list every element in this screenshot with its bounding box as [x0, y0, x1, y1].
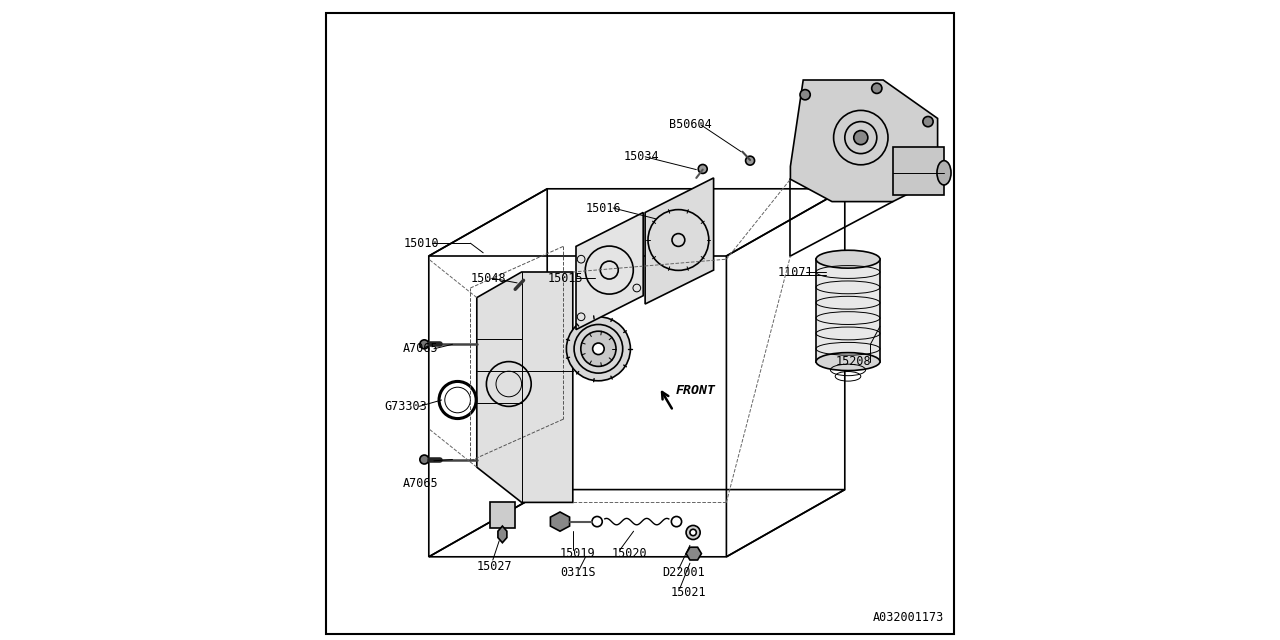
Ellipse shape — [593, 343, 604, 355]
Text: 15027: 15027 — [477, 560, 512, 573]
Polygon shape — [893, 147, 945, 195]
Text: 15048: 15048 — [471, 272, 506, 285]
Text: B50604: B50604 — [668, 118, 712, 131]
Ellipse shape — [420, 455, 429, 464]
Ellipse shape — [872, 83, 882, 93]
Polygon shape — [550, 512, 570, 531]
Polygon shape — [645, 178, 714, 304]
Ellipse shape — [817, 353, 881, 371]
Polygon shape — [490, 502, 516, 528]
Text: 11071: 11071 — [777, 266, 813, 278]
Ellipse shape — [817, 250, 881, 268]
Text: 15010: 15010 — [403, 237, 439, 250]
Text: 15015: 15015 — [548, 272, 582, 285]
Text: FRONT: FRONT — [676, 384, 716, 397]
Text: 15208: 15208 — [836, 355, 870, 368]
Polygon shape — [498, 526, 507, 543]
Text: 15019: 15019 — [561, 547, 595, 560]
Text: 15034: 15034 — [625, 150, 659, 163]
Ellipse shape — [420, 340, 429, 349]
Polygon shape — [791, 80, 937, 202]
Text: A7065: A7065 — [403, 342, 439, 355]
Text: 15021: 15021 — [671, 586, 707, 598]
Text: A032001173: A032001173 — [873, 611, 945, 624]
Polygon shape — [576, 212, 644, 330]
Text: 0311S: 0311S — [561, 566, 595, 579]
Ellipse shape — [854, 131, 868, 145]
Ellipse shape — [923, 116, 933, 127]
Ellipse shape — [937, 161, 951, 185]
Ellipse shape — [686, 525, 700, 540]
Ellipse shape — [745, 156, 755, 165]
Polygon shape — [686, 547, 701, 560]
Ellipse shape — [690, 529, 696, 536]
Ellipse shape — [566, 317, 630, 381]
Text: 15016: 15016 — [585, 202, 621, 214]
Ellipse shape — [800, 90, 810, 100]
Text: 15020: 15020 — [612, 547, 646, 560]
Ellipse shape — [581, 332, 616, 367]
Text: A7065: A7065 — [403, 477, 439, 490]
Polygon shape — [477, 272, 573, 502]
Text: D22001: D22001 — [663, 566, 705, 579]
Text: G73303: G73303 — [384, 400, 426, 413]
Polygon shape — [817, 259, 881, 362]
Ellipse shape — [699, 164, 708, 173]
